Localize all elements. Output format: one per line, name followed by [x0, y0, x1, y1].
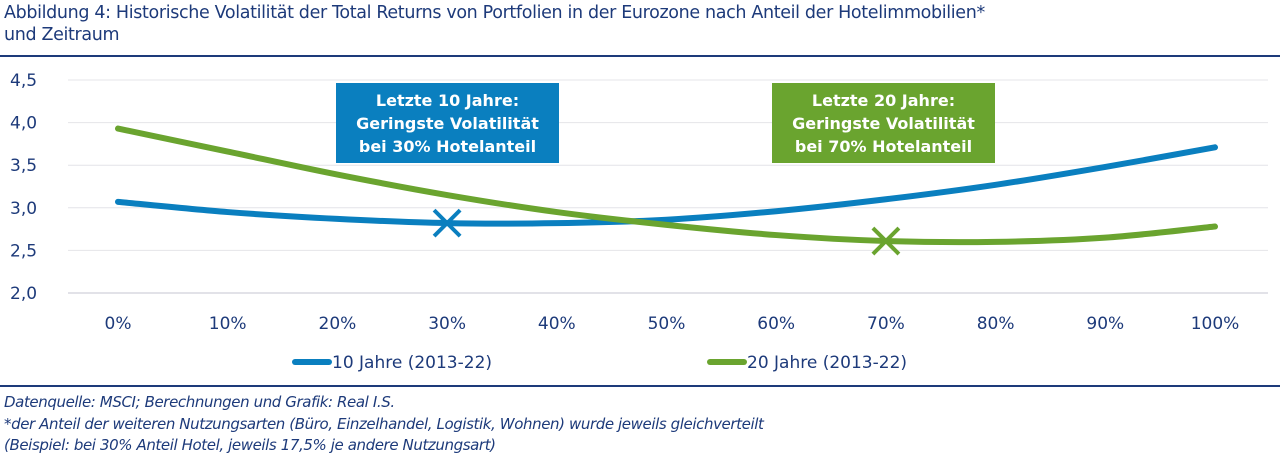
legend-label: 20 Jahre (2013-22) [747, 353, 907, 373]
minimum-marker-x-icon [432, 208, 462, 238]
marker-stroke [432, 208, 462, 238]
chart-title-line-1: Abbildung 4: Historische Volatilität der… [4, 3, 985, 23]
bottom-divider [0, 385, 1280, 387]
x-tick-label: 90% [1086, 314, 1124, 334]
legend-label: 10 Jahre (2013-22) [332, 353, 492, 373]
y-axis-tick-labels: 2,0 2,5 3,0 3,5 4,0 4,5 [10, 71, 37, 304]
chart-title-line-2: und Zeitraum [4, 25, 120, 45]
annotation-line: Letzte 20 Jahre: [812, 91, 955, 110]
data-source-note: Datenquelle: MSCI; Berechnungen und Graf… [4, 393, 395, 411]
gridlines [68, 79, 1268, 294]
x-tick-label: 20% [319, 314, 357, 334]
line-chart: 2,0 2,5 3,0 3,5 4,0 4,5 0% 10% 20% 30% 40% 50% 60% 7… [10, 71, 1268, 373]
x-tick-label: 30% [428, 314, 466, 334]
minimum-marker-x-icon [871, 226, 901, 256]
x-tick-label: 60% [757, 314, 795, 334]
minimum-markers [432, 208, 901, 256]
x-tick-label: 70% [867, 314, 905, 334]
x-axis-tick-labels: 0% 10% 20% 30% 40% 50% 60% 70% 80% 90% 100% [105, 314, 1240, 334]
annotation-boxes: Letzte 10 Jahre: Geringste Volatilität bei… [336, 83, 995, 163]
series-line-10-jahre [115, 144, 1218, 227]
legend: 10 Jahre (2013-22) 20 Jahre (2013-22) [292, 353, 907, 373]
y-tick-label: 2,0 [10, 284, 37, 304]
x-tick-label: 50% [648, 314, 686, 334]
y-tick-label: 3,5 [10, 156, 37, 176]
legend-item-20-jahre: 20 Jahre (2013-22) [707, 353, 907, 373]
annotation-line: Geringste Volatilität [356, 114, 539, 133]
x-tick-label: 0% [105, 314, 132, 334]
y-tick-label: 4,0 [10, 114, 37, 134]
annotation-box-10-jahre: Letzte 10 Jahre: Geringste Volatilität bei… [336, 83, 559, 163]
footnote-example: (Beispiel: bei 30% Anteil Hotel, jeweils… [4, 436, 496, 454]
legend-item-10-jahre: 10 Jahre (2013-22) [292, 353, 492, 373]
annotation-box-20-jahre: Letzte 20 Jahre: Geringste Volatilität bei… [772, 83, 995, 163]
annotation-line: Letzte 10 Jahre: [376, 91, 519, 110]
footer-notes: Datenquelle: MSCI; Berechnungen und Graf… [4, 392, 764, 457]
top-divider [0, 55, 1280, 57]
series-line-20-jahre [115, 125, 1218, 246]
annotation-background [336, 83, 559, 163]
x-tick-label: 40% [538, 314, 576, 334]
y-tick-label: 2,5 [10, 241, 37, 261]
x-tick-label: 10% [209, 314, 247, 334]
annotation-line: bei 70% Hotelanteil [795, 137, 972, 156]
series-lines [115, 125, 1218, 246]
x-tick-label: 100% [1191, 314, 1240, 334]
annotation-line: bei 30% Hotelanteil [359, 137, 536, 156]
annotation-line: Geringste Volatilität [792, 114, 975, 133]
chart-title: Abbildung 4: Historische Volatilität der… [4, 2, 1274, 46]
y-tick-label: 3,0 [10, 199, 37, 219]
y-tick-label: 4,5 [10, 71, 37, 91]
x-tick-label: 80% [977, 314, 1015, 334]
annotation-background [772, 83, 995, 163]
footnote-asterisk: *der Anteil der weiteren Nutzungsarten (… [4, 414, 764, 433]
marker-stroke [871, 226, 901, 256]
